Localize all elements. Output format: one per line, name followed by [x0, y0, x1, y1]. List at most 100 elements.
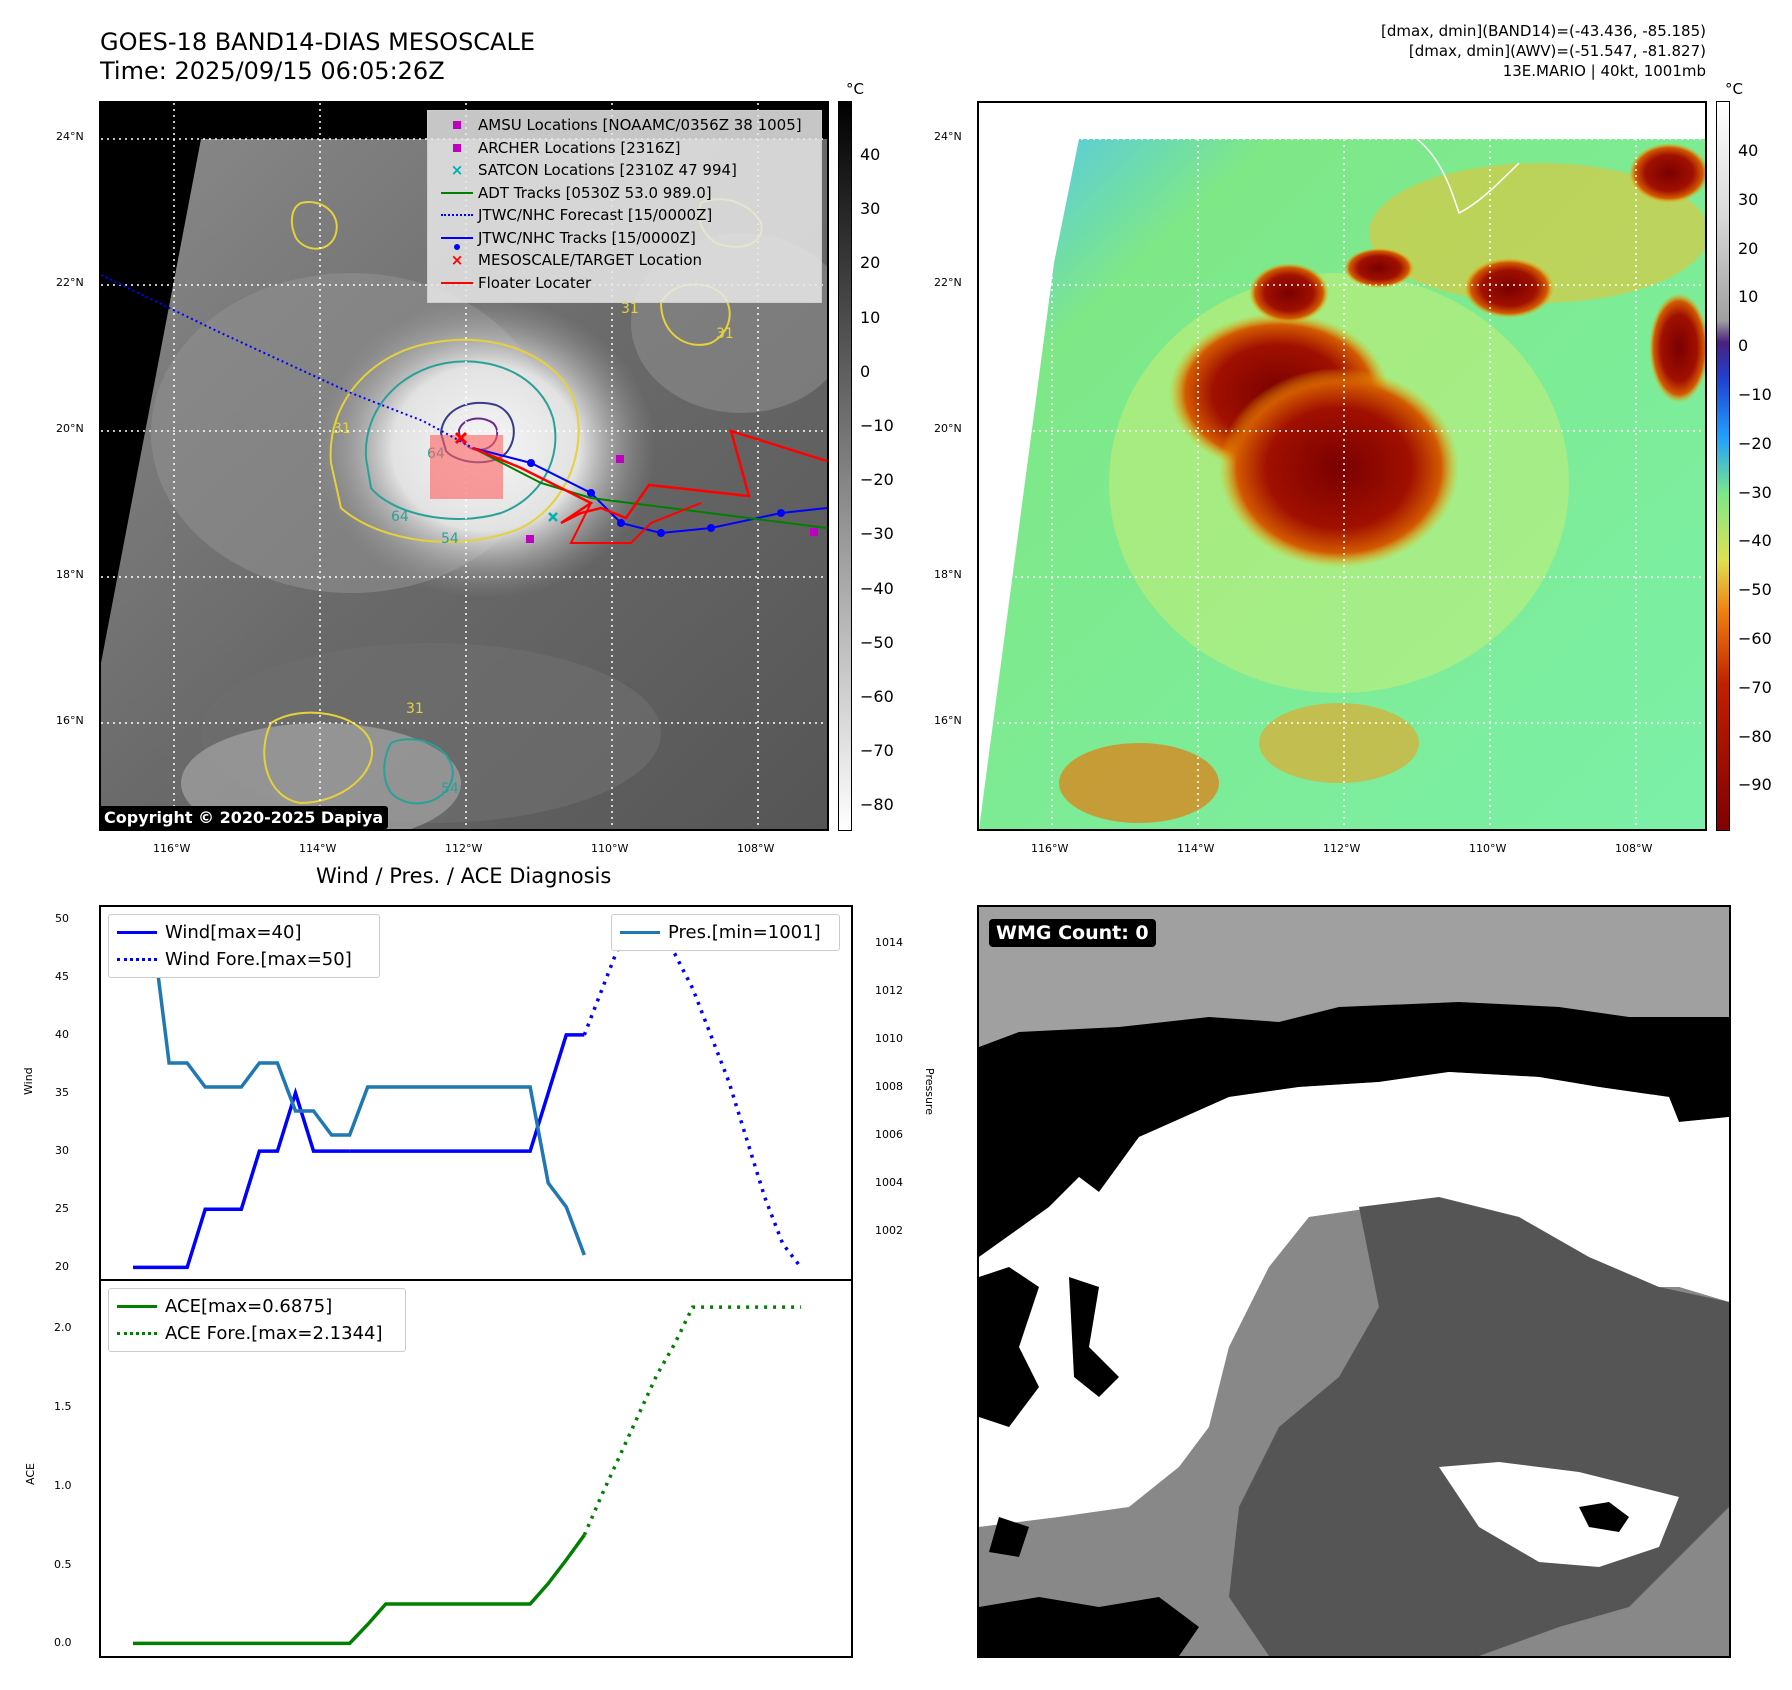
colorbar-tick-label: 40	[860, 145, 881, 164]
colorbar-unit: °C	[846, 80, 864, 98]
legend-item: ACE Fore.[max=2.1344]	[117, 1320, 397, 1347]
y-tick-label: 1.0	[54, 1478, 72, 1492]
colorbar-tick-label: −70	[860, 741, 894, 761]
product-title: GOES-18 BAND14-DIAS MESOSCALE	[100, 28, 536, 56]
lon-label: 110°W	[591, 842, 629, 855]
colorbar-tick-label: −20	[1738, 433, 1772, 453]
legend-label: ADT Tracks [0530Z 53.0 989.0]	[478, 183, 712, 202]
pressure-axis-label: Pressure	[923, 1068, 936, 1115]
y2-tick-label: 1008	[875, 1080, 903, 1093]
grayscale-colorbar	[838, 101, 852, 831]
legend-label: Floater Locater	[478, 273, 592, 292]
colorbar-tick-label: −80	[1738, 726, 1772, 746]
legend-item: ARCHER Locations [2316Z]	[436, 137, 813, 160]
legend-item: × MESOSCALE/TARGET Location	[450, 251, 703, 270]
legend-label: MESOSCALE/TARGET Location	[478, 251, 703, 270]
colorbar-tick-label: −60	[860, 687, 894, 706]
colorbar-tick-label: 10	[860, 307, 881, 327]
lat-label: 18°N	[934, 568, 962, 581]
target-location	[454, 431, 468, 445]
y2-tick-label: 1006	[875, 1128, 903, 1141]
map-legend: AMSU Locations [NOAAMC/0356Z 38 1005] AR…	[427, 110, 822, 303]
lon-label: 110°W	[1469, 842, 1507, 855]
ir-grayscale-map: 64 64 31 31 54 31 31 54	[99, 101, 829, 831]
storm-info: 13E.MARIO | 40kt, 1001mb	[1502, 62, 1706, 80]
y-tick-label: 30	[55, 1144, 69, 1158]
jtwc-track-points	[527, 459, 785, 537]
lat-label: 24°N	[56, 130, 84, 143]
lon-label: 114°W	[299, 842, 337, 855]
legend-label: AMSU Locations [NOAAMC/0356Z 38 1005]	[478, 116, 802, 135]
y2-tick-label: 1010	[875, 1032, 903, 1045]
legend-item: Wind[max=40]	[117, 919, 371, 946]
lon-label: 116°W	[1031, 842, 1069, 855]
contour-label: 54	[441, 531, 459, 547]
colorbar-tick-label: 0	[860, 361, 871, 381]
wind-axis-label: Wind	[22, 1067, 35, 1095]
y-tick-label: 50	[55, 911, 69, 925]
floater-track-segment	[569, 502, 702, 544]
series-line	[133, 917, 586, 1256]
lat-label: 24°N	[934, 130, 962, 143]
colorbar-tick-label: −10	[1738, 385, 1772, 404]
colorbar-tick-label: −20	[860, 470, 894, 490]
archer-location	[526, 535, 534, 543]
y-tick-label: 0.0	[54, 1636, 72, 1650]
legend-label: ACE Fore.[max=2.1344]	[165, 1323, 383, 1344]
colorbar-tick-label: −70	[1738, 677, 1772, 697]
legend-item: Floater Locater	[436, 272, 813, 295]
y2-tick-label: 1014	[875, 936, 903, 949]
colorbar-tick-label: −60	[1738, 629, 1772, 648]
colorbar-tick-label: 30	[1738, 189, 1759, 209]
jtwc-track	[472, 447, 827, 535]
jtwc-forecast-track	[101, 274, 474, 449]
y2-tick-label: 1002	[875, 1224, 903, 1237]
lat-label: 20°N	[56, 422, 84, 435]
lon-label: 112°W	[1323, 842, 1361, 855]
legend-label: ACE[max=0.6875]	[165, 1296, 333, 1317]
contour-label: 31	[621, 301, 639, 317]
legend-item: ACE[max=0.6875]	[117, 1293, 397, 1320]
y2-tick-label: 1004	[875, 1176, 903, 1189]
legend-label: JTWC/NHC Forecast [15/0000Z]	[478, 206, 713, 225]
color-colorbar	[1716, 101, 1730, 831]
lon-label: 112°W	[445, 842, 483, 855]
mesoscale-box	[430, 435, 503, 499]
colorbar-tick-label: 20	[1738, 238, 1759, 258]
wind-legend: Wind[max=40] Wind Fore.[max=50]	[108, 914, 380, 978]
legend-label: JTWC/NHC Tracks [15/0000Z]	[478, 228, 696, 247]
legend-label: Wind Fore.[max=50]	[165, 949, 352, 970]
colorbar-unit: °C	[1725, 80, 1743, 98]
series-line	[582, 1305, 801, 1536]
ir-color-map	[977, 101, 1707, 831]
colorbar-tick-label: −40	[1738, 531, 1772, 551]
lat-label: 22°N	[56, 276, 84, 289]
pressure-legend: Pres.[min=1001]	[611, 914, 840, 951]
y-tick-label: 1.5	[54, 1400, 72, 1414]
coastline	[1408, 132, 1520, 215]
legend-label: SATCON Locations [2310Z 47 994]	[478, 161, 737, 180]
amsu-location	[810, 528, 818, 536]
legend-item: JTWC/NHC Tracks [15/0000Z]	[436, 227, 813, 250]
satcon-location	[548, 512, 558, 522]
y-tick-label: 2.0	[54, 1321, 72, 1335]
legend-label: ARCHER Locations [2316Z]	[478, 138, 681, 157]
series-line	[133, 1534, 586, 1646]
colorbar-tick-label: −50	[860, 632, 894, 652]
y2-tick-label: 1012	[875, 984, 903, 997]
legend-item: Wind Fore.[max=50]	[117, 946, 371, 973]
ace-legend: ACE[max=0.6875] ACE Fore.[max=2.1344]	[108, 1288, 406, 1352]
colorbar-tick-label: −30	[860, 524, 894, 544]
colorbar-tick-label: 40	[1738, 141, 1759, 160]
awv-range: [dmax, dmin](AWV)=(-51.547, -81.827)	[1408, 42, 1706, 60]
lat-label: 20°N	[934, 422, 962, 435]
wind-pressure-chart: Wind[max=40] Wind Fore.[max=50] Pres.[mi…	[99, 905, 853, 1281]
y-tick-label: 20	[55, 1260, 69, 1274]
contour-label: 31	[716, 326, 734, 342]
colorbar-tick-label: −50	[1738, 580, 1772, 600]
floater-track	[472, 429, 827, 525]
copyright-badge: Copyright © 2020-2025 Dapiya	[101, 806, 389, 829]
y-tick-label: 25	[55, 1202, 69, 1216]
ace-axis-label: ACE	[24, 1463, 37, 1485]
colorbar-tick-label: −40	[860, 578, 894, 598]
